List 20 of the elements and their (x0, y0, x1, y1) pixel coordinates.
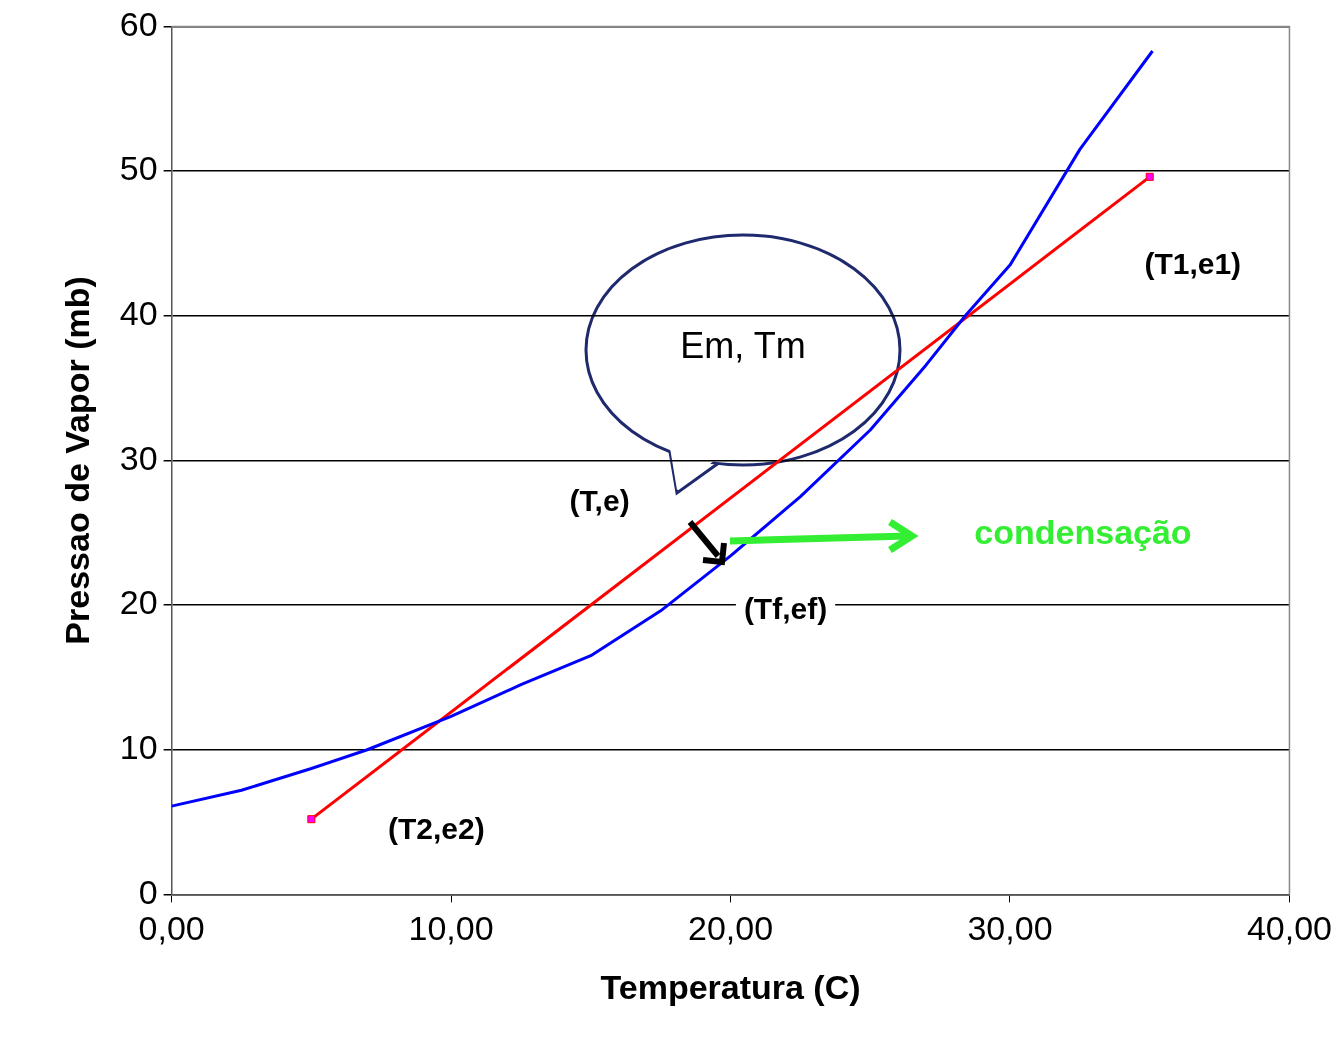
y-tick-label: 10 (119, 728, 158, 767)
annotation: Em, Tm (680, 324, 806, 366)
x-tick-label: 10,00 (408, 909, 494, 948)
y-axis-title: Pressao de Vapor (mb) (57, 276, 96, 645)
annotation: (T,e) (569, 484, 630, 518)
annotation: (T2,e2) (388, 812, 485, 846)
annotation: condensação (974, 513, 1192, 552)
y-tick-label: 60 (119, 4, 158, 43)
x-tick-label: 40,00 (1246, 909, 1333, 948)
annotation: (Tf,ef) (743, 592, 828, 626)
y-tick-label: 0 (138, 872, 158, 911)
y-tick-label: 20 (119, 583, 158, 622)
y-tick-label: 50 (119, 149, 158, 188)
annotation: (T1,e1) (1144, 247, 1242, 281)
x-tick-label: 30,00 (967, 909, 1053, 948)
x-tick-label: 20,00 (687, 909, 774, 948)
y-tick-label: 40 (119, 294, 158, 333)
x-tick-label: 0,00 (138, 909, 205, 948)
y-tick-label: 30 (119, 438, 158, 477)
x-axis-title: Temperatura (C) (600, 967, 861, 1006)
